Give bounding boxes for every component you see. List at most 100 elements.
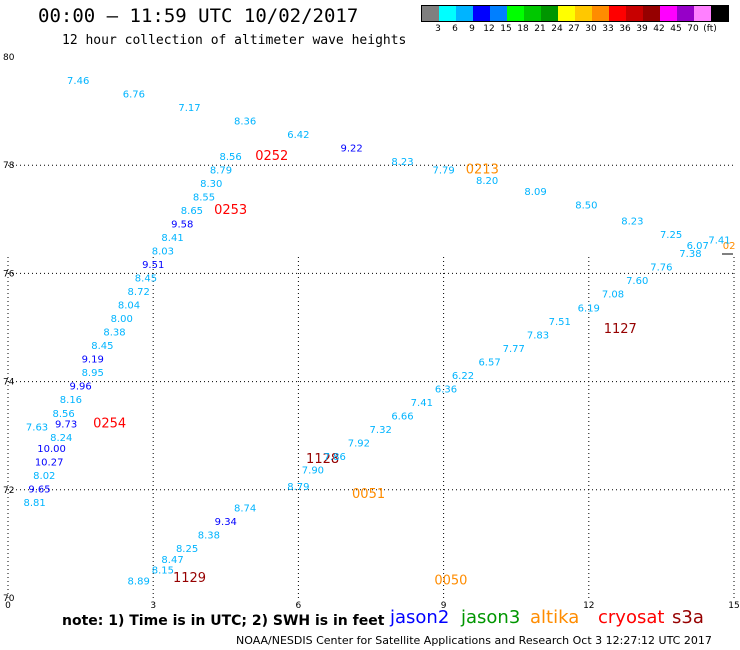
pass-time-label: 0252 [255,149,288,164]
wave-height-label: 8.56 [53,409,75,420]
pass-time-label: 1127 [604,322,637,337]
legend-label: 3 [435,24,441,34]
wave-height-label: 8.36 [234,117,256,128]
legend-label: 18 [517,24,529,34]
legend-swatch [541,6,558,21]
wave-height-label: 8.24 [50,433,72,444]
legend-label: 30 [585,24,597,34]
wave-height-label: 9.65 [28,485,50,496]
wave-height-label: 8.47 [161,555,183,566]
wave-height-label: 8.23 [391,157,413,168]
wave-height-label: 8.50 [575,200,597,211]
data-labels: 7.46 6.76 7.17 8.36 6.42 9.22 8.23 7.79 02138.20… [23,76,735,588]
wave-height-label: 8.04 [118,301,140,312]
wave-height-label: 8.74 [234,503,256,514]
wave-height-label: 7.17 [178,103,200,114]
wave-height-label: 9.19 [82,355,104,366]
y-axis-tick-label: 80 [3,53,15,63]
wave-height-label: 6.57 [478,357,500,368]
wave-height-label: 9.34 [215,517,237,528]
x-axis-tick-label: 15 [728,601,739,610]
wave-height-label: 9.58 [171,219,193,230]
wave-height-label: 9.96 [69,382,91,393]
wave-height-label: 8.38 [103,328,125,339]
wave-height-label: 8.23 [621,217,643,228]
legend-swatch [626,6,643,21]
wave-height-label: 7.32 [370,425,392,436]
legend-label: 15 [500,24,512,34]
wave-height-label: 8.55 [193,192,215,203]
header-title: 00:00 — 11:59 UTC 10/02/2017 [38,5,359,27]
legend-label: 27 [568,24,580,34]
header-subtitle: 12 hour collection of altimeter wave hei… [62,33,407,48]
legend-swatch [592,6,609,21]
pass-time-label: 1128 [306,452,339,467]
x-axis-tick-label: 6 [296,601,302,610]
footer-text: NOAA/NESDIS Center for Satellite Applica… [236,634,712,647]
x-axis-tick-label: 3 [150,601,156,610]
wave-height-label: 02 [723,241,736,252]
wave-height-label: 8.45 [91,341,113,352]
wave-height-label: 7.08 [602,290,624,301]
wave-height-label: 8.38 [198,530,220,541]
wave-height-label: 6.76 [123,90,145,101]
wave-height-label: 8.15 [152,566,174,577]
wave-height-label: 7.38 [679,249,701,260]
x-axis-labels: 0 3 6 9 12 15 [5,601,740,610]
legend-label: 21 [534,24,546,34]
wave-height-label: 8.81 [23,498,45,509]
wave-height-label: 8.30 [200,179,222,190]
legend-swatch [558,6,575,21]
legend-swatch [575,6,592,21]
wave-height-label: 8.72 [128,287,150,298]
wave-height-label: 6.07 [687,241,709,252]
legend-labels: 3 6 9 12 15 18 21 24 27 30 33 36 39 42 45 70 (ft) [421,22,729,34]
satellite-legend-s3a: s3a [672,607,704,628]
y-axis-tick-label: 76 [3,269,15,279]
legend-label: 9 [469,24,475,34]
legend-label: 24 [551,24,563,34]
legend-label: 36 [619,24,631,34]
wave-height-label: 8.09 [524,187,546,198]
wave-height-label: 7.83 [527,330,549,341]
pass-time-label: 0254 [93,417,126,432]
wave-height-label: 7.92 [348,439,370,450]
legend-swatch [473,6,490,21]
wave-height-label: 7.41 [411,398,433,409]
legend-swatch [660,6,677,21]
legend-label: 33 [602,24,614,34]
wave-height-label: 8.16 [60,395,82,406]
legend-swatch [694,6,711,21]
legend-swatch [439,6,456,21]
pass-time-label: 0213 [466,162,499,177]
wave-height-label: 9.51 [142,260,164,271]
wave-height-label: 8.02 [33,471,55,482]
legend-label: 6 [452,24,458,34]
wave-height-label: 6.19 [578,303,600,314]
wave-height-label: 8.65 [181,206,203,217]
wave-height-label: 10.00 [37,444,66,455]
y-axis-tick-label: 70 [3,594,15,604]
note-text: note: 1) Time is in UTC; 2) SWH is in fe… [62,613,385,629]
wave-height-label: 9.22 [341,144,363,155]
y-axis-tick-label: 74 [3,378,15,388]
wave-height-label: 7.41 [708,236,730,247]
legend-swatch [490,6,507,21]
wave-height-label: 7.79 [432,165,454,176]
y-axis-tick-label: 72 [3,486,14,496]
legend-swatch [422,6,439,21]
wave-height-label: 7.25 [660,230,682,241]
legend-swatch [711,6,728,21]
legend-label: 70 [687,24,699,34]
pass-time-label: 0253 [214,203,247,218]
wave-height-label: 7.60 [626,276,648,287]
wave-height-label: 8.79 [210,165,232,176]
y-axis-labels: 80 78 76 74 72 70 [3,53,15,604]
x-axis-tick-label: 9 [441,601,447,610]
legend-label: 12 [483,24,495,34]
y-axis-tick-label: 78 [3,161,15,171]
satellite-legend-jason3: jason3 [461,607,521,628]
wave-height-label: 7.76 [650,263,672,274]
map-grid [7,164,735,598]
satellite-legend-altika: altika [530,607,580,628]
